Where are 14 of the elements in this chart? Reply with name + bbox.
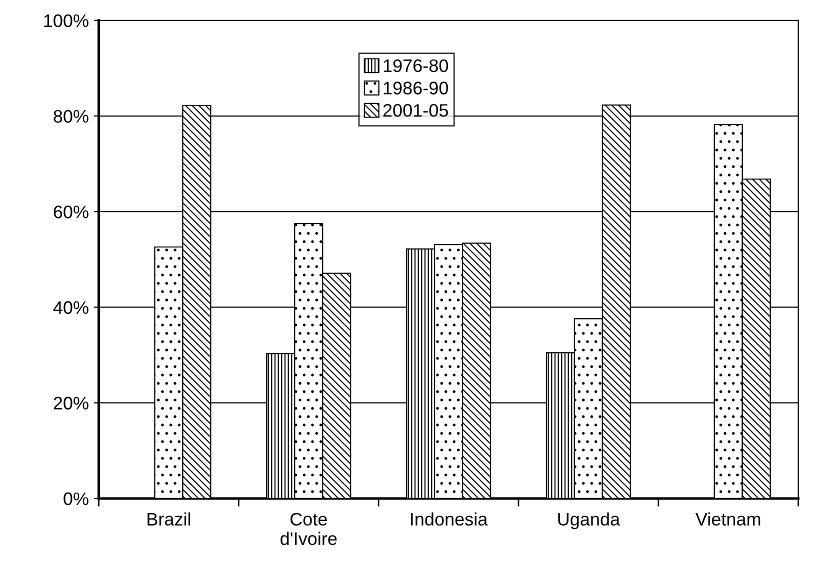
y-tick-label: 80% [54,110,88,123]
y-tick-label: 0% [64,492,88,506]
y-tick-label: 20% [54,396,88,410]
y-tick-label: 60% [54,206,88,218]
y-tick-label: 100% [44,14,88,28]
x-tick-label: Uganda [558,512,620,530]
x-tick-label: Cote d'Ivoire [280,512,337,546]
x-tick-label: Indonesia [411,512,488,526]
legend-label: 1986-90 [384,82,448,94]
legend-label: 2001-05 [383,104,448,117]
y-tick-label: 40% [53,301,88,314]
x-tick-label: Brazil [148,512,190,526]
x-tick-label: Vietnam [695,512,760,526]
legend-label: 1976-80 [384,59,448,72]
